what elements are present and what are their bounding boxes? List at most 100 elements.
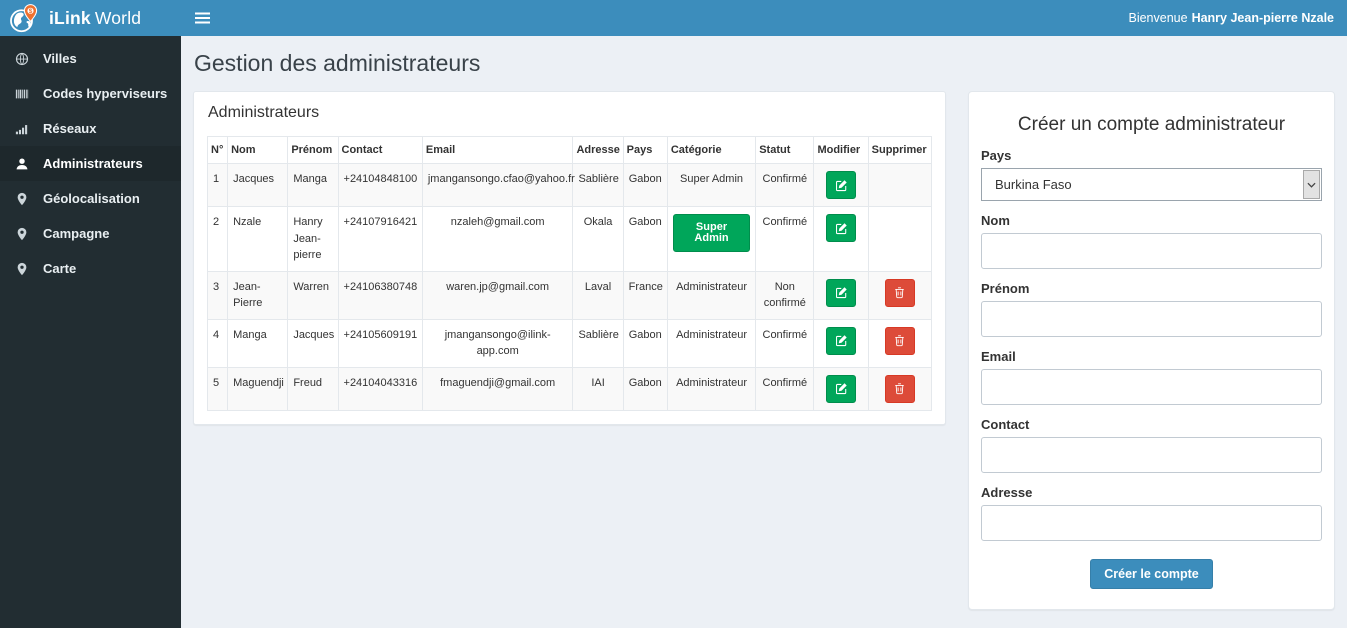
sidebar-item-label: Carte	[43, 261, 77, 276]
administrators-panel: Administrateurs N° Nom Prénom Contact Email A…	[193, 91, 946, 425]
cell-prenom: Manga	[287, 163, 339, 207]
map-marker-icon	[15, 227, 35, 241]
edit-button[interactable]	[826, 171, 857, 199]
form-field-pays: Pays Burkina Faso	[981, 148, 1322, 201]
svg-text:$: $	[29, 8, 33, 15]
globe-icon	[15, 52, 35, 66]
cell-contact: +24107916421	[337, 206, 423, 272]
column-header-email: Email	[421, 136, 574, 164]
field-label: Email	[981, 349, 1016, 364]
cell-pays: Gabon	[622, 318, 668, 368]
form-field-adresse: Adresse	[981, 485, 1322, 541]
delete-button[interactable]	[884, 326, 915, 355]
cell-pays: France	[622, 270, 668, 320]
hamburger-icon	[194, 17, 210, 19]
cell-email: nzaleh@gmail.com	[421, 206, 574, 272]
adresse-field[interactable]	[981, 505, 1322, 541]
cell-contact: +24106380748	[337, 270, 423, 320]
super-admin-badge[interactable]: Super Admin	[672, 214, 751, 252]
cell-modifier	[813, 206, 869, 272]
cell-adresse: Okala	[572, 206, 624, 272]
trash-icon	[893, 382, 906, 395]
cell-num: 4	[206, 318, 229, 368]
create-account-panel: Créer un compte administrateur Pays Burki…	[968, 91, 1335, 610]
pays-select[interactable]: Burkina Faso	[981, 168, 1322, 201]
cell-modifier	[813, 366, 869, 411]
prenom-field[interactable]	[981, 301, 1322, 337]
user-menu[interactable]: Bienvenue Hanry Jean-pierre Nzale	[1128, 11, 1347, 25]
cell-adresse: Sablière	[572, 163, 624, 207]
field-label: Adresse	[981, 485, 1033, 500]
sidebar-item-label: Géolocalisation	[43, 191, 140, 206]
cell-supprimer	[867, 366, 933, 411]
cell-statut: Confirmé	[755, 163, 815, 207]
nom-field[interactable]	[981, 233, 1322, 269]
sidebar-item-reseaux[interactable]: Réseaux	[0, 111, 181, 146]
sidebar-item-label: Codes hyperviseurs	[43, 86, 168, 101]
main-content: Gestion des administrateurs Administrate…	[181, 36, 1347, 628]
chevron-down-icon	[1303, 170, 1320, 199]
cell-statut: Non confirmé	[755, 270, 815, 320]
cell-contact: +24104848100	[337, 163, 423, 207]
cell-email: fmaguendji@gmail.com	[421, 366, 574, 411]
field-label: Pays	[981, 148, 1012, 163]
cell-nom: Jean-Pierre	[227, 270, 289, 320]
user-icon	[15, 157, 35, 171]
cell-supprimer	[867, 318, 933, 368]
edit-button[interactable]	[826, 214, 857, 242]
table-row: 2 Nzale Hanry Jean-pierre +24107916421 nzale…	[206, 206, 933, 272]
cell-pays: Gabon	[622, 163, 668, 207]
create-account-button[interactable]: Créer le compte	[1090, 559, 1213, 589]
cell-prenom: Jacques	[287, 318, 339, 368]
cell-pays: Gabon	[622, 366, 668, 411]
cell-supprimer	[867, 270, 933, 320]
ilink-globe-pin-icon: $	[8, 3, 41, 34]
delete-button[interactable]	[884, 374, 915, 403]
contact-field[interactable]	[981, 437, 1322, 473]
sidebar-toggle-button[interactable]	[181, 0, 223, 36]
sidebar-menu: Villes Codes hyperviseurs Réseaux Administr…	[0, 36, 181, 628]
form-field-nom: Nom	[981, 213, 1322, 269]
table-body: 1 Jacques Manga +24104848100 jmangansongo.cf…	[206, 163, 933, 411]
cell-nom: Manga	[227, 318, 289, 368]
cell-statut: Confirmé	[755, 366, 815, 411]
field-label: Prénom	[981, 281, 1030, 296]
welcome-label: Bienvenue	[1128, 11, 1188, 25]
map-marker-icon	[15, 192, 35, 206]
cell-nom: Nzale	[227, 206, 289, 272]
edit-button[interactable]	[826, 374, 857, 403]
email-field[interactable]	[981, 369, 1322, 405]
table-row: 3 Jean-Pierre Warren +24106380748 waren.jp@g…	[206, 270, 933, 320]
sidebar-item-villes[interactable]: Villes	[0, 41, 181, 76]
sidebar-item-campagne[interactable]: Campagne	[0, 216, 181, 251]
form-field-prenom: Prénom	[981, 281, 1322, 337]
edit-button[interactable]	[826, 278, 857, 307]
cell-email: jmangansongo.cfao@yahoo.fr	[421, 163, 575, 207]
cell-statut: Confirmé	[755, 318, 815, 368]
cell-prenom: Hanry Jean-pierre	[287, 206, 339, 272]
column-header-categorie: Catégorie	[666, 136, 757, 164]
barcode-icon	[15, 87, 35, 101]
signal-icon	[15, 122, 35, 136]
sidebar-item-administrateurs[interactable]: Administrateurs	[0, 146, 181, 181]
create-account-title: Créer un compte administrateur	[1017, 114, 1286, 135]
cell-nom: Jacques	[227, 163, 289, 207]
column-header-prenom: Prénom	[287, 136, 339, 164]
cell-num: 3	[206, 270, 229, 320]
current-user-name: Hanry Jean-pierre Nzale	[1191, 11, 1334, 25]
column-header-modifier: Modifier	[813, 136, 869, 164]
sidebar-item-geolocalisation[interactable]: Géolocalisation	[0, 181, 181, 216]
edit-icon	[835, 179, 848, 192]
cell-categorie: Super Admin	[666, 163, 757, 207]
delete-button[interactable]	[884, 278, 915, 307]
column-header-contact: Contact	[337, 136, 423, 164]
field-label: Contact	[981, 417, 1030, 432]
sidebar-item-codes-hyperviseurs[interactable]: Codes hyperviseurs	[0, 76, 181, 111]
cell-modifier	[813, 270, 869, 320]
brand-logo[interactable]: $ iLink World	[0, 0, 181, 36]
edit-button[interactable]	[826, 326, 857, 355]
cell-pays: Gabon	[622, 206, 668, 272]
cell-categorie: Super Admin	[666, 206, 757, 272]
administrators-panel-title: Administrateurs	[208, 104, 320, 121]
sidebar-item-carte[interactable]: Carte	[0, 251, 181, 286]
